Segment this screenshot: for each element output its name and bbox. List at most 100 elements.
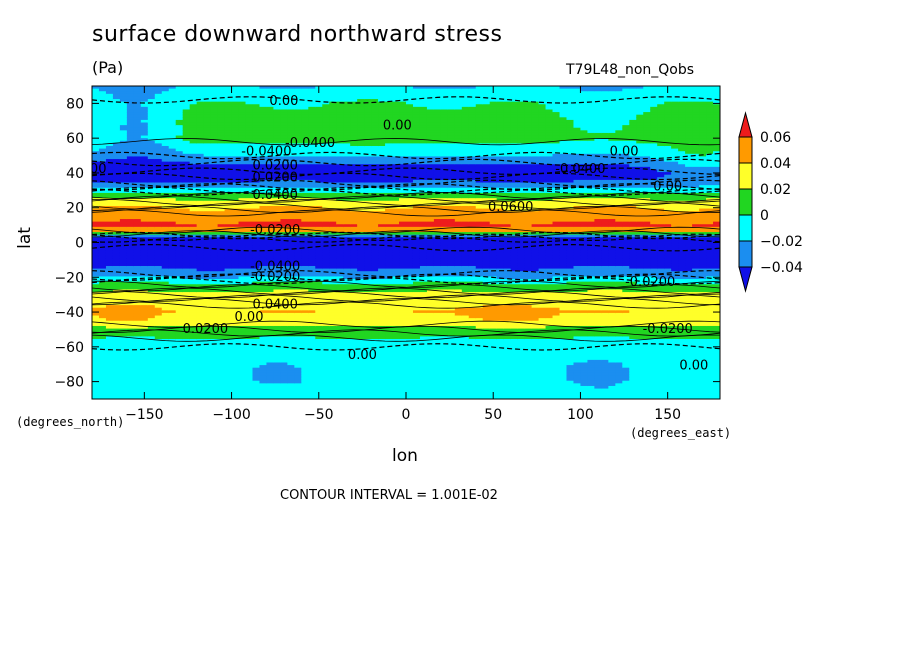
field-cell: [322, 289, 330, 293]
field-cell: [126, 383, 135, 387]
field-cell: [294, 151, 302, 155]
field-cell: [252, 354, 261, 358]
field-cell: [168, 354, 177, 358]
field-cell: [98, 294, 107, 298]
field-cell: [364, 252, 372, 257]
field-cell: [287, 219, 295, 223]
field-cell: [301, 273, 309, 278]
field-cell: [350, 143, 358, 147]
field-cell: [371, 352, 379, 356]
field-cell: [287, 101, 295, 105]
field-cell: [245, 396, 254, 399]
field-cell: [231, 315, 240, 319]
field-cell: [210, 307, 219, 311]
field-cell: [217, 271, 226, 275]
field-cell: [378, 219, 386, 223]
field-cell: [280, 221, 288, 225]
field-cell: [301, 106, 309, 111]
field-cell: [182, 232, 191, 236]
field-cell: [273, 307, 281, 311]
field-cell: [203, 365, 212, 369]
field-cell: [133, 148, 142, 152]
field-cell: [189, 101, 198, 105]
field-cell: [133, 161, 142, 165]
field-cell: [105, 242, 114, 246]
field-cell: [154, 145, 163, 150]
field-cell: [350, 247, 358, 251]
field-cell: [343, 237, 351, 241]
field-cell: [266, 268, 275, 272]
field-cell: [168, 341, 177, 345]
field-cell: [105, 273, 114, 278]
field-cell: [301, 101, 309, 105]
field-cell: [259, 354, 268, 358]
field-cell: [322, 252, 330, 257]
field-cell: [371, 156, 379, 160]
field-cell: [245, 349, 254, 353]
field-cell: [245, 339, 254, 343]
field-cell: [210, 148, 219, 152]
field-cell: [336, 198, 344, 202]
field-cell: [280, 161, 288, 165]
field-cell: [273, 349, 281, 353]
field-cell: [343, 323, 351, 327]
field-cell: [175, 96, 184, 100]
field-cell: [140, 109, 149, 113]
field-cell: [140, 250, 149, 254]
field-cell: [287, 323, 295, 327]
field-cell: [259, 211, 268, 215]
field-cell: [189, 380, 198, 384]
field-cell: [343, 258, 351, 262]
field-cell: [147, 112, 156, 116]
field-cell: [224, 388, 233, 392]
field-cell: [217, 388, 226, 392]
field-cell: [196, 88, 205, 92]
field-cell: [224, 114, 233, 118]
field-cell: [294, 161, 302, 165]
field-cell: [357, 284, 365, 288]
field-cell: [161, 104, 170, 108]
field-cell: [126, 305, 135, 309]
field-cell: [259, 112, 268, 116]
field-cell: [119, 161, 128, 165]
field-cell: [252, 328, 261, 332]
field-cell: [357, 325, 365, 330]
field-cell: [378, 260, 386, 264]
field-cell: [266, 258, 275, 262]
field-cell: [147, 247, 156, 251]
field-cell: [126, 339, 135, 343]
field-cell: [259, 234, 268, 238]
field-cell: [224, 268, 233, 272]
field-cell: [161, 198, 170, 202]
field-cell: [161, 362, 170, 366]
field-cell: [308, 352, 316, 356]
field-cell: [224, 310, 233, 314]
field-cell: [98, 130, 107, 134]
field-cell: [357, 393, 365, 397]
field-cell: [287, 192, 295, 197]
field-cell: [238, 341, 247, 345]
field-cell: [105, 271, 114, 275]
field-cell: [119, 213, 128, 218]
field-cell: [259, 174, 268, 178]
field-cell: [140, 203, 149, 207]
field-cell: [168, 252, 177, 257]
field-cell: [92, 357, 100, 361]
field-cell: [364, 221, 372, 225]
field-cell: [336, 159, 344, 163]
field-cell: [343, 200, 351, 204]
field-cell: [273, 320, 281, 324]
field-cell: [182, 378, 191, 382]
field-cell: [217, 281, 226, 285]
field-cell: [308, 268, 316, 272]
field-cell: [217, 245, 226, 249]
field-cell: [98, 119, 107, 124]
field-cell: [294, 99, 302, 103]
field-cell: [119, 331, 128, 335]
field-cell: [294, 357, 302, 361]
field-cell: [182, 148, 191, 152]
field-cell: [245, 383, 254, 387]
field-cell: [245, 192, 254, 197]
field-cell: [336, 357, 344, 361]
field-cell: [98, 284, 107, 288]
